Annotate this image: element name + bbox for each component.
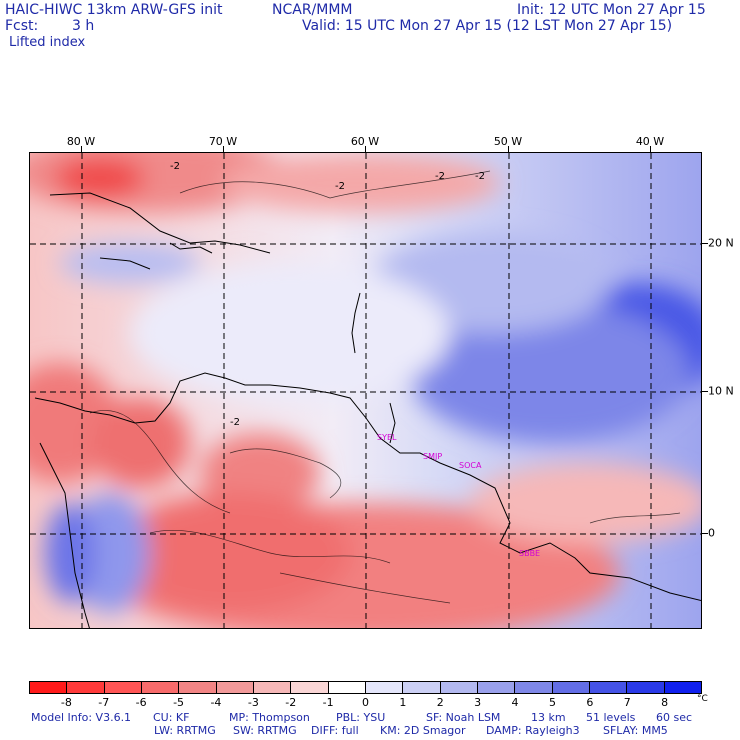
plot-title: HAIC-HIWC 13km ARW-GFS init — [5, 2, 223, 18]
lon-label-80w: 80 W — [66, 135, 96, 148]
station-label-smjp: SMJP — [423, 452, 443, 461]
contour-label: -2 — [435, 171, 445, 182]
model-info-item: SF: Noah LSM — [426, 711, 501, 724]
colorbar-swatch — [104, 682, 142, 693]
colorbar-swatch — [141, 682, 180, 693]
model-info-item: KM: 2D Smagor — [380, 724, 466, 737]
colorbar-label: 4 — [511, 696, 519, 709]
lat-label-0: 0 — [708, 526, 715, 540]
colorbar-swatch — [552, 682, 590, 693]
valid-time: Valid: 15 UTC Mon 27 Apr 15 (12 LST Mon … — [302, 18, 673, 34]
colorbar-swatch — [328, 682, 366, 693]
colorbar-label: -7 — [98, 696, 110, 709]
colorbar-label: 8 — [661, 696, 669, 709]
colorbar-label: -2 — [285, 696, 297, 709]
lon-tick — [508, 146, 509, 152]
model-info-item: Model Info: V3.6.1 — [31, 711, 132, 724]
colorbar-label: -3 — [247, 696, 259, 709]
coastlines — [34, 192, 701, 628]
colorbar-swatch — [477, 682, 516, 693]
model-info-item: LW: RRTMG — [154, 724, 216, 737]
model-info-item: SW: RRTMG — [233, 724, 297, 737]
lon-label-50w: 50 W — [493, 135, 523, 148]
colorbar-label: 3 — [474, 696, 482, 709]
lon-label-60w: 60 W — [350, 135, 380, 148]
lat-tick — [702, 243, 708, 244]
colorbar-label: 7 — [623, 696, 631, 709]
model-info-item: 13 km — [531, 711, 566, 724]
forecast-hour: 3 h — [72, 18, 95, 34]
colorbar-label: -1 — [322, 696, 334, 709]
colorbar-unit: °C — [697, 694, 708, 704]
model-info-item: MP: Thompson — [229, 711, 310, 724]
graticule — [30, 153, 701, 628]
contours — [89, 170, 681, 604]
lifted-index-map: -2 -2 -2 -2 -2 — [29, 152, 702, 629]
contour-label: -2 — [475, 171, 485, 182]
field-name: Lifted index — [9, 35, 86, 50]
colorbar-swatch — [589, 682, 628, 693]
colorbar-swatch — [664, 682, 701, 693]
colorbar-label: 5 — [548, 696, 556, 709]
contour-label: -2 — [230, 417, 240, 428]
model-info-item: DAMP: Rayleigh3 — [486, 724, 580, 737]
colorbar — [29, 681, 702, 694]
colorbar-label: 1 — [399, 696, 407, 709]
colorbar-swatch — [627, 682, 665, 693]
forecast-label: Fcst: — [5, 18, 39, 34]
init-time: Init: 12 UTC Mon 27 Apr 15 — [517, 2, 706, 18]
lon-tick — [650, 146, 651, 152]
lat-label-10n: 10 N — [708, 384, 734, 398]
colorbar-label: -8 — [60, 696, 72, 709]
colorbar-swatch — [216, 682, 254, 693]
contour-label: -2 — [335, 181, 345, 192]
lon-tick — [365, 146, 366, 152]
station-label-sbbe: SBBE — [519, 549, 541, 558]
colorbar-swatch — [365, 682, 404, 693]
lon-label-40w: 40 W — [635, 135, 665, 148]
colorbar-swatch — [403, 682, 441, 693]
map-canvas: -2 -2 -2 -2 -2 — [30, 153, 701, 628]
colorbar-label: -6 — [135, 696, 147, 709]
colorbar-swatch — [253, 682, 292, 693]
lat-tick — [702, 391, 708, 392]
lon-tick — [81, 146, 82, 152]
lat-tick — [702, 533, 708, 534]
model-info-item: PBL: YSU — [336, 711, 386, 724]
lon-tick — [223, 146, 224, 152]
contour-label: -2 — [170, 161, 180, 172]
colorbar-swatch — [179, 682, 217, 693]
model-info-item: CU: KF — [153, 711, 190, 724]
model-info-item: DIFF: full — [311, 724, 359, 737]
colorbar-swatch — [67, 682, 105, 693]
colorbar-label: 2 — [436, 696, 444, 709]
colorbar-swatch — [440, 682, 478, 693]
colorbar-label: -5 — [173, 696, 185, 709]
colorbar-label: -4 — [210, 696, 222, 709]
station-label-soca: SOCA — [459, 461, 482, 470]
lat-label-20n: 20 N — [708, 236, 734, 250]
colorbar-label: 6 — [586, 696, 594, 709]
model-info-item: 51 levels — [586, 711, 636, 724]
organization-label: NCAR/MMM — [272, 2, 353, 18]
model-info-item: 60 sec — [656, 711, 693, 724]
colorbar-swatch — [30, 682, 68, 693]
station-label-syel: SYEL — [377, 433, 397, 442]
lon-label-70w: 70 W — [208, 135, 238, 148]
model-info-item: SFLAY: MM5 — [603, 724, 668, 737]
colorbar-label: 0 — [362, 696, 369, 709]
colorbar-swatch — [515, 682, 553, 693]
colorbar-swatch — [291, 682, 329, 693]
